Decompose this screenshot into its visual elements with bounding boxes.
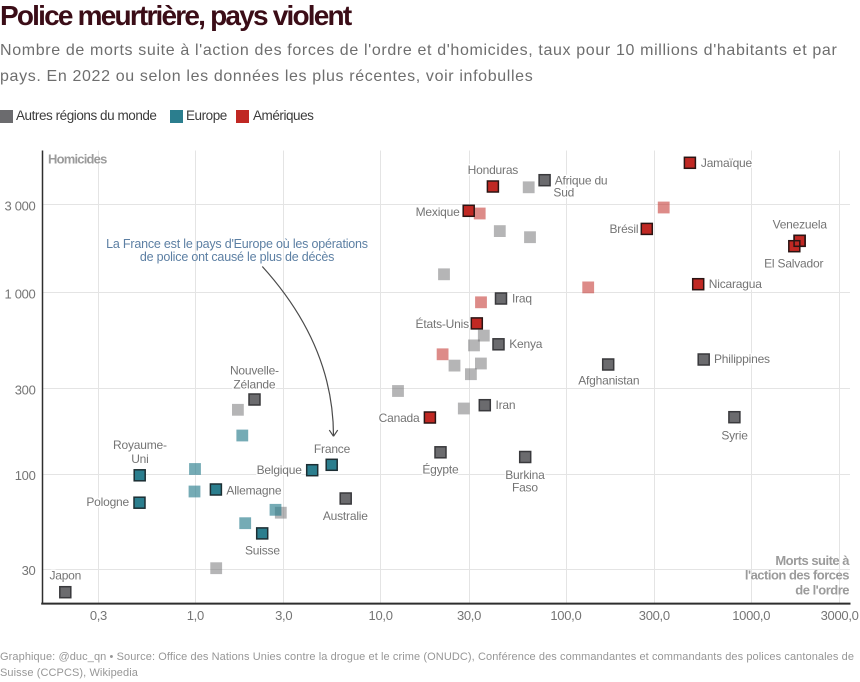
svg-text:1,0: 1,0: [187, 608, 204, 623]
svg-text:La France est le pays d'Europe: La France est le pays d'Europe où les op…: [106, 237, 368, 251]
svg-text:Nouvelle-: Nouvelle-: [230, 364, 279, 378]
svg-text:Syrie: Syrie: [721, 429, 748, 443]
svg-text:Iraq: Iraq: [512, 292, 532, 306]
svg-text:Uni: Uni: [131, 452, 148, 466]
svg-text:100,0: 100,0: [550, 608, 581, 623]
svg-text:de police ont causé le plus de: de police ont causé le plus de décès: [140, 250, 334, 264]
svg-text:Morts suite à: Morts suite à: [775, 553, 850, 568]
svg-text:Zélande: Zélande: [233, 378, 275, 392]
svg-text:Pologne: Pologne: [86, 495, 129, 509]
svg-text:Allemagne: Allemagne: [226, 483, 281, 497]
svg-text:Japon: Japon: [49, 568, 81, 582]
svg-text:3000,0: 3000,0: [821, 608, 859, 623]
svg-text:l'action des forces: l'action des forces: [745, 568, 849, 583]
svg-text:Mexique: Mexique: [416, 205, 460, 219]
svg-text:Honduras: Honduras: [468, 163, 519, 177]
svg-text:Venezuela: Venezuela: [773, 218, 828, 232]
svg-text:0,3: 0,3: [90, 608, 107, 623]
svg-text:Iran: Iran: [496, 398, 516, 412]
svg-text:1000,0: 1000,0: [732, 608, 770, 623]
svg-text:3,0: 3,0: [275, 608, 292, 623]
svg-text:30,0: 30,0: [457, 608, 481, 623]
svg-text:300,0: 300,0: [639, 608, 670, 623]
svg-text:Faso: Faso: [512, 481, 538, 495]
svg-text:El Salvador: El Salvador: [764, 257, 823, 271]
svg-text:Canada: Canada: [379, 411, 420, 425]
svg-text:300: 300: [15, 382, 36, 397]
svg-text:Afrique du: Afrique du: [555, 173, 608, 187]
svg-text:Sud: Sud: [553, 186, 574, 200]
svg-text:Suisse: Suisse: [245, 543, 280, 557]
svg-text:Jamaïque: Jamaïque: [701, 156, 753, 170]
svg-text:Nicaragua: Nicaragua: [709, 277, 762, 291]
svg-text:Afghanistan: Afghanistan: [578, 374, 639, 388]
svg-text:Homicides: Homicides: [48, 151, 107, 166]
svg-text:Kenya: Kenya: [509, 337, 543, 351]
svg-text:Australie: Australie: [323, 509, 368, 523]
svg-text:France: France: [314, 442, 351, 456]
svg-text:Belgique: Belgique: [257, 463, 303, 477]
svg-text:Philippines: Philippines: [714, 352, 770, 366]
svg-text:de l'ordre: de l'ordre: [795, 582, 849, 597]
svg-text:Royaume-: Royaume-: [113, 438, 167, 452]
svg-text:100: 100: [15, 468, 36, 483]
svg-text:Égypte: Égypte: [422, 462, 459, 477]
svg-text:3 000: 3 000: [4, 199, 35, 214]
svg-text:10,0: 10,0: [369, 608, 393, 623]
svg-text:1 000: 1 000: [4, 287, 35, 302]
svg-text:Brésil: Brésil: [609, 222, 638, 236]
svg-text:États-Unis: États-Unis: [416, 316, 470, 331]
svg-text:30: 30: [22, 563, 36, 578]
svg-text:Burkina: Burkina: [505, 468, 545, 482]
